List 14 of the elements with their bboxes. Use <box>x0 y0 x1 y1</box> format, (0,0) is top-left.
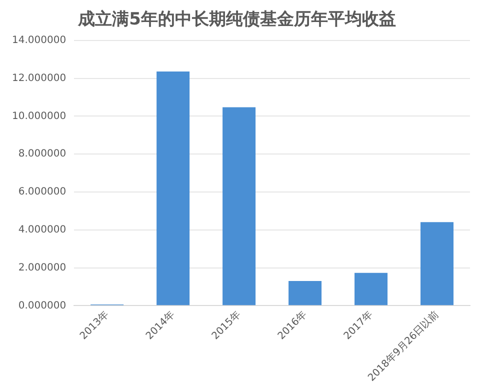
bar <box>156 71 190 306</box>
y-tick-label: 6.000000 <box>18 186 66 198</box>
y-tick-label: 2.000000 <box>18 262 66 274</box>
y-tick-label: 8.000000 <box>18 148 66 160</box>
y-tick-label: 10.000000 <box>12 110 66 122</box>
y-tick-label: 12.000000 <box>12 72 66 84</box>
chart-title: 成立满5年的中长期纯债基金历年平均收益 <box>77 10 396 30</box>
y-tick-label: 0.000000 <box>18 300 66 312</box>
y-tick-label: 4.000000 <box>18 224 66 236</box>
bar <box>222 107 256 306</box>
y-tick-label: 14.000000 <box>12 34 66 46</box>
bar <box>354 272 388 306</box>
bar <box>288 281 322 306</box>
bar <box>420 222 454 306</box>
